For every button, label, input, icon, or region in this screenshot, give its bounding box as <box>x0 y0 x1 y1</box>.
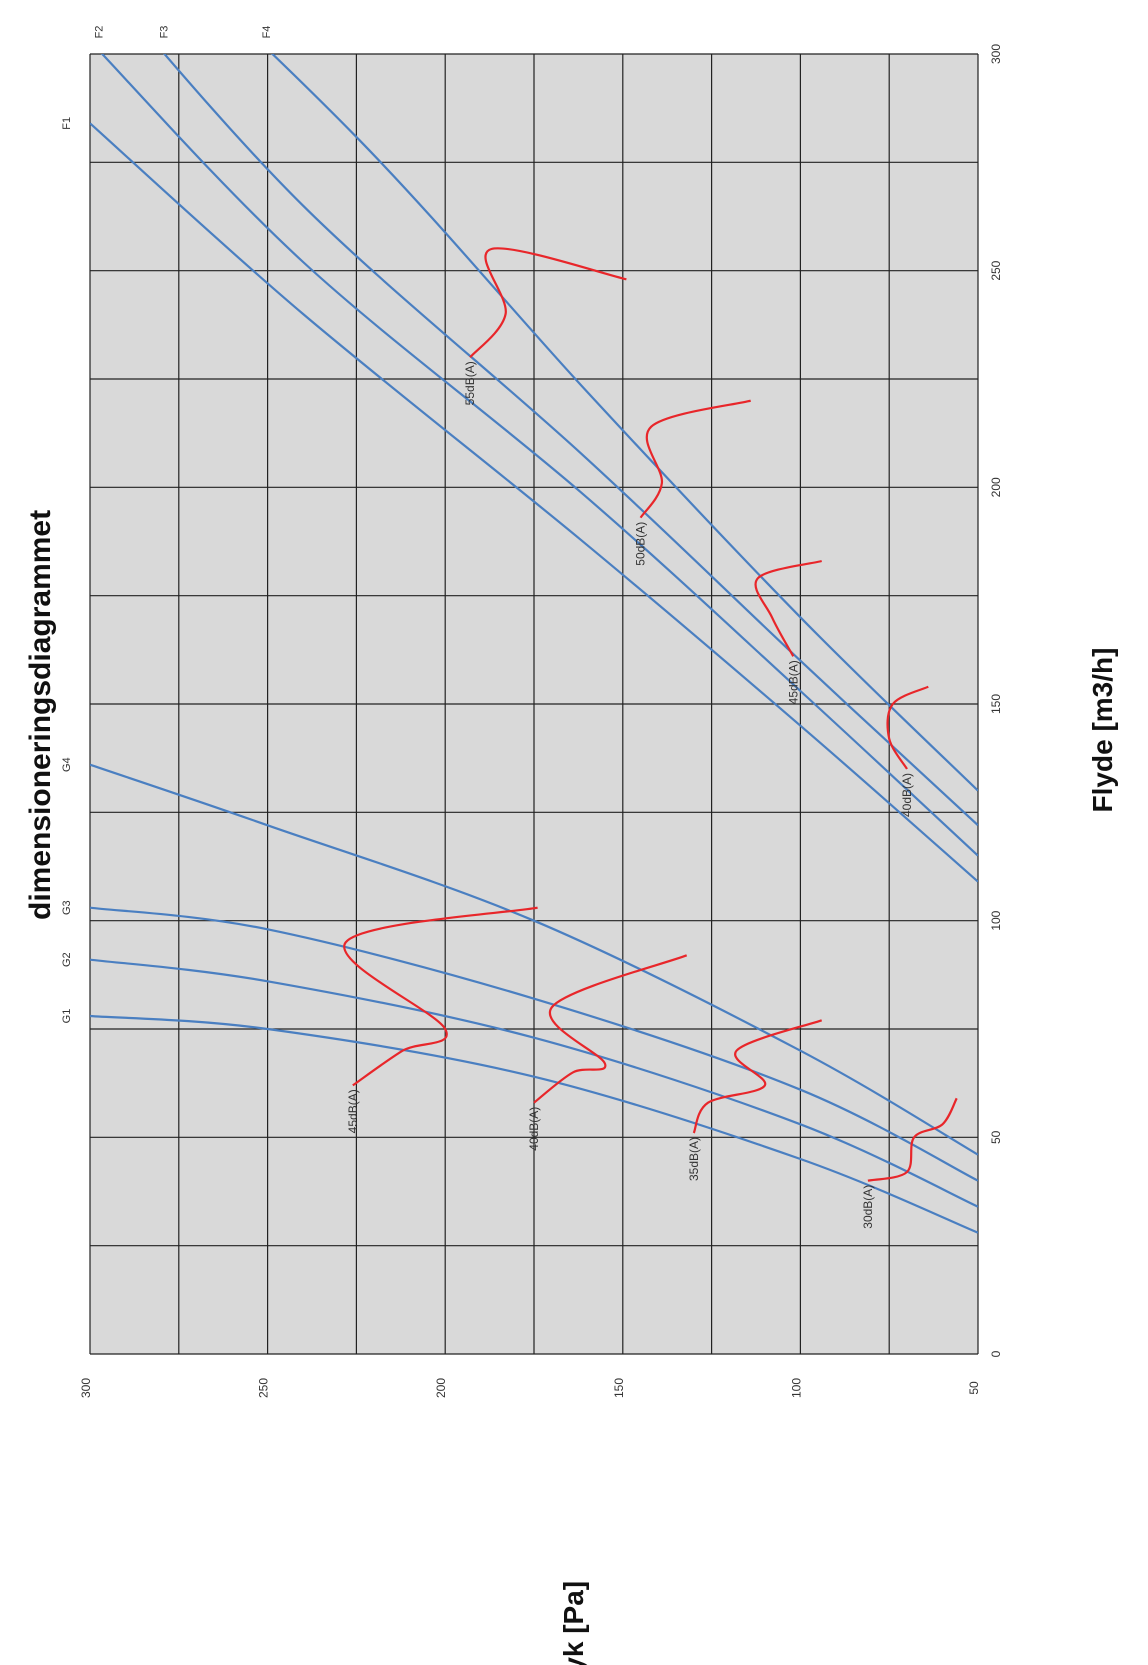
sound-curve <box>692 1019 823 1134</box>
fan-label-f3: F3 <box>159 26 171 39</box>
y-tick-label: 100 <box>789 1378 803 1398</box>
plot-area: 0 50 100 150 200 250 300 50 100 150 200 250 300 G1 G2 G… <box>61 26 1003 1398</box>
fan-label-f1: F1 <box>61 117 73 130</box>
fan-label-f2: F2 <box>94 26 106 39</box>
sound-level-label: 55dB(A) <box>463 361 477 405</box>
fan-label-g2: G2 <box>61 952 73 967</box>
y-axis-title: Tryk [Pa] <box>558 1581 589 1665</box>
y-tick-label: 200 <box>434 1378 448 1398</box>
fan-curve-g1 <box>90 1014 978 1234</box>
x-tick-label: 250 <box>989 260 1003 280</box>
fan-curve-g3 <box>90 906 978 1182</box>
y-tick-label: 250 <box>257 1378 271 1398</box>
fan-label-g1: G1 <box>61 1009 73 1024</box>
fan-curve-f3 <box>163 54 978 827</box>
x-axis-title: Flyde [m3/h] <box>1087 648 1118 813</box>
sound-level-label: 45dB(A) <box>786 660 800 704</box>
sound-curve <box>533 954 688 1104</box>
chart-title: dimensioneringsdiagrammet <box>24 510 57 920</box>
sound-level-label: 40dB(A) <box>900 773 914 817</box>
sound-level-label: 35dB(A) <box>687 1137 701 1181</box>
fan-label-f4: F4 <box>261 26 273 39</box>
fan-label-g4: G4 <box>61 757 73 772</box>
sound-curve <box>886 685 929 770</box>
y-tick-label: 300 <box>79 1378 93 1398</box>
fan-curve-f1 <box>90 122 978 883</box>
x-tick-label: 300 <box>989 44 1003 64</box>
sound-curve <box>754 559 822 657</box>
sound-curve <box>343 906 538 1087</box>
x-tick-label: 100 <box>989 910 1003 930</box>
fan-curve-f2 <box>100 54 978 857</box>
sound-curve <box>867 1097 958 1182</box>
fan-label-g3: G3 <box>61 900 73 915</box>
fan-curve-g2 <box>90 958 978 1208</box>
x-tick-label: 50 <box>989 1130 1003 1144</box>
y-tick-label: 50 <box>967 1381 981 1395</box>
sound-level-label: 50dB(A) <box>634 522 648 566</box>
fan-curve-f4 <box>270 54 978 792</box>
x-tick-label: 0 <box>989 1350 1003 1357</box>
fan-curve-g4 <box>90 763 978 1156</box>
y-tick-label: 150 <box>612 1378 626 1398</box>
sound-level-label: 40dB(A) <box>527 1107 541 1151</box>
sound-curve <box>469 247 627 359</box>
sound-curve <box>639 399 751 519</box>
x-tick-label: 200 <box>989 477 1003 497</box>
x-tick-label: 150 <box>989 694 1003 714</box>
sound-level-label: 30dB(A) <box>861 1185 875 1229</box>
sound-level-label: 45dB(A) <box>346 1089 360 1133</box>
